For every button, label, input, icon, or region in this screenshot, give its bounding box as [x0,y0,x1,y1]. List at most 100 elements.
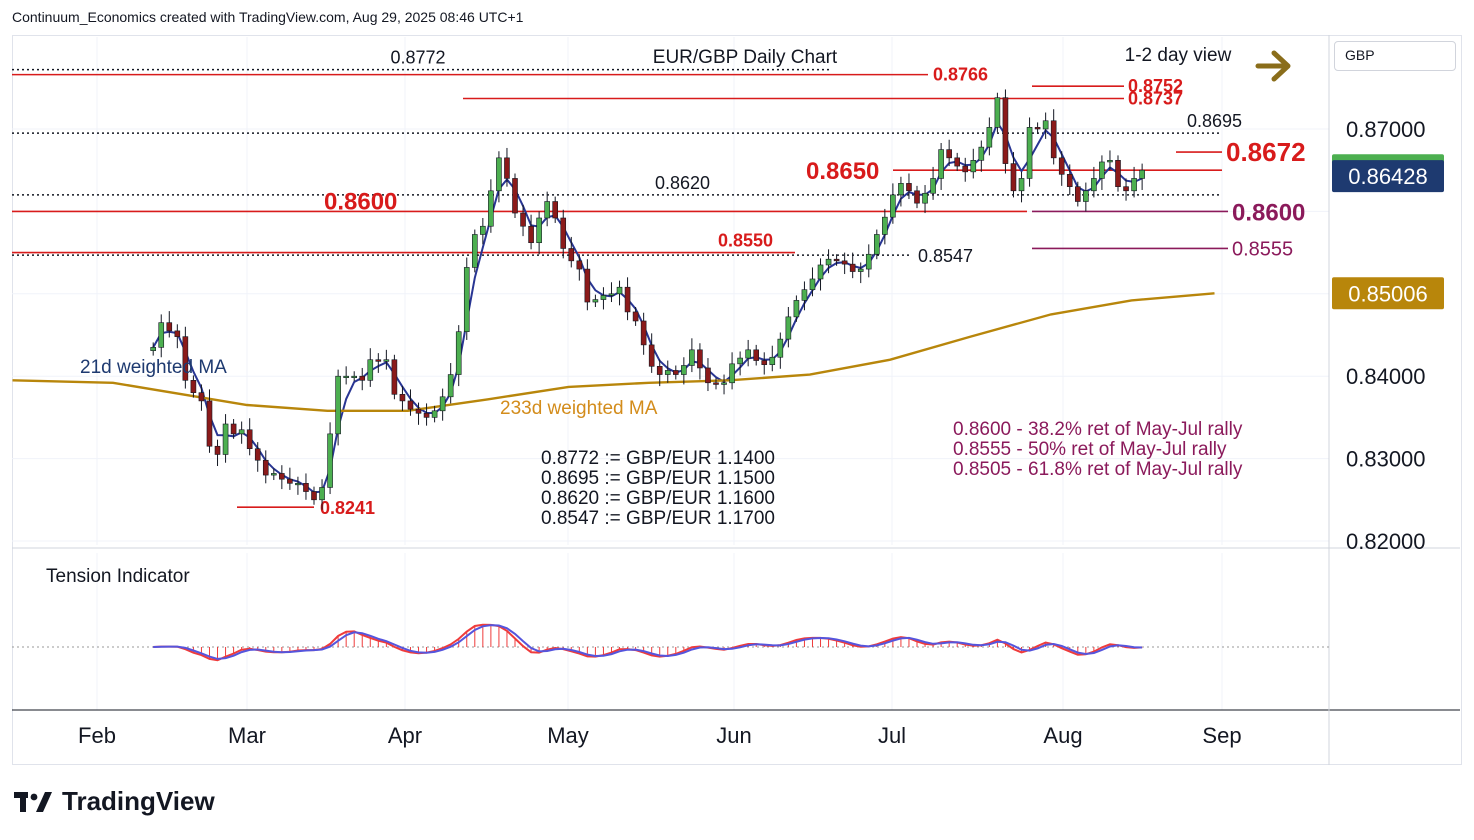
right-arrow-icon [1255,50,1291,82]
level-label: 0.8241 [320,498,375,518]
candle-body [648,344,655,367]
candle-body [520,212,526,227]
candle-body [1050,120,1057,159]
level-label: 0.8600 [1232,199,1305,226]
candle-body [311,491,317,501]
level-label: 0.8600 [324,188,397,215]
level-label: 0.8550 [718,231,773,251]
candle-body [254,448,261,461]
moving-averages [12,120,1215,494]
chart-text: EUR/GBP Daily Chart 1-2 day view 21d weigh… [80,45,1291,529]
candle-body [1042,120,1049,130]
indicator-line [153,624,1143,660]
candle-body [672,370,679,375]
candle-body [946,149,952,159]
candle-body [584,268,591,303]
candle-body [528,225,534,244]
candle-body [817,264,824,280]
candle-body [399,394,406,402]
candle-body [785,316,792,340]
candle-body [471,234,478,268]
candle-body [809,278,816,290]
candle-body [1123,186,1129,192]
candle-body [504,157,510,179]
slow-ma-line [12,292,1215,412]
x-tick-label: Jul [878,723,906,748]
candle-body [439,396,446,412]
candle-body [729,363,735,384]
candle-body [1115,160,1121,187]
slow-ma-label: 233d weighted MA [500,398,658,419]
candle-body [230,423,237,435]
x-tick-label: Jun [716,723,751,748]
tradingview-logo[interactable]: TradingView [14,786,215,817]
candle-body [857,268,864,272]
candle-body [576,260,583,270]
currency-selector[interactable]: GBP [1334,41,1456,71]
chart-title: EUR/GBP Daily Chart [653,47,838,68]
candle-body [938,149,944,179]
candle-body [246,429,253,450]
candle-body [833,258,840,262]
price-badge [1332,277,1444,310]
candle-body [922,192,928,204]
candle-body [431,410,438,418]
candle-body [1026,127,1033,179]
indicator-title: Tension Indicator [46,566,190,587]
candle-body [600,295,607,300]
candle-body [544,201,550,219]
candle-body [1075,186,1081,202]
level-label: 0.8555 [1232,238,1293,260]
level-label: 0.8547 [918,246,973,266]
view-label: 1-2 day view [1125,45,1232,66]
candle-body [214,445,221,455]
y-tick-label: 0.87000 [1346,117,1426,142]
candle-body [238,429,245,435]
axes: 0.82000 0.83000 0.84000 0.87000 Feb Mar Apr May… [78,117,1444,748]
candle-body [681,365,687,375]
conversion-note: 0.8772 := GBP/EUR 1.1400 [541,448,775,469]
candle-body [480,225,486,235]
level-label: 0.8737 [1128,89,1183,109]
candle-body [423,412,430,418]
candle-body [689,349,695,366]
x-tick-label: Mar [228,723,266,748]
y-tick-label: 0.84000 [1346,364,1426,389]
conversion-note: 0.8547 := GBP/EUR 1.1700 [541,508,775,529]
candle-body [608,293,615,296]
candle-body [1131,178,1137,192]
candle-body [262,459,269,476]
candle-body [150,347,156,351]
candle-body [488,190,494,227]
candle-body [841,260,848,265]
candle-body [391,359,398,395]
candle-body [882,216,888,235]
candle-body [174,330,181,337]
candle-body [914,190,920,204]
candle-body [769,356,776,365]
tension-indicator: Tension Indicator [12,566,1329,662]
candle-body [1099,161,1105,179]
candle-body [994,97,1001,128]
candle-body [1083,190,1089,202]
tradingview-logo-icon [14,791,52,812]
candle-body [343,375,349,379]
candle-body [190,380,197,393]
retracement-note: 0.8505 - 61.8% ret of May-Jul rally [953,459,1243,480]
candle-body [279,473,285,480]
candle-body [906,183,912,192]
candle-body [737,357,743,365]
candle-body [616,286,623,295]
candle-body [898,183,904,196]
chart-frame [12,35,1462,765]
candle-body [761,360,768,365]
candle-body [592,299,599,303]
candle-body [552,201,559,219]
retracement-note: 0.8600 - 38.2% ret of May-Jul rally [953,419,1243,440]
candle-body [512,178,518,214]
candle-body [166,322,173,332]
candle-body [383,359,390,362]
level-label: 0.8695 [1187,111,1242,131]
level-label: 0.8650 [806,158,879,185]
